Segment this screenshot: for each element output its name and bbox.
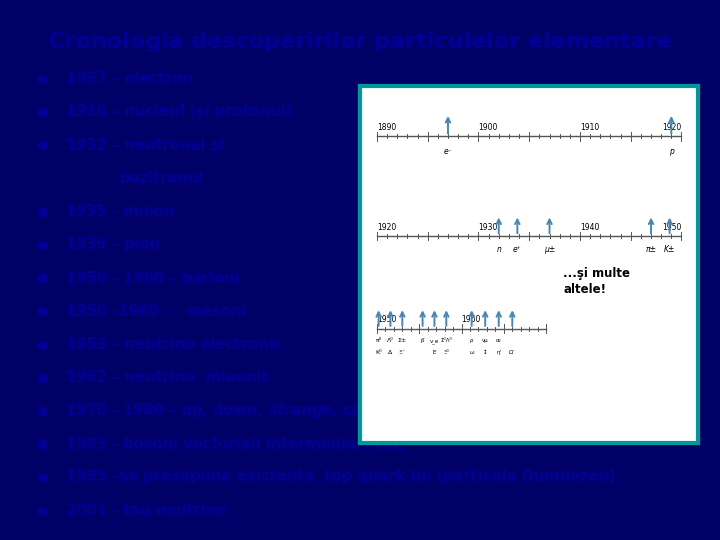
Text: 1930: 1930	[478, 223, 498, 232]
Text: π⁰: π⁰	[376, 338, 382, 343]
Text: ω: ω	[469, 350, 474, 355]
Text: ...şi multe
altele!: ...şi multe altele!	[563, 267, 630, 296]
Text: 1897 – electron: 1897 – electron	[66, 71, 192, 86]
Text: n: n	[496, 245, 501, 254]
Text: ρ: ρ	[470, 338, 474, 343]
Text: 1890: 1890	[377, 123, 396, 132]
Text: η': η'	[496, 350, 501, 355]
Text: 1995 –se presupune existența  top quark-lui (particula Dumnezeu): 1995 –se presupune existența top quark-l…	[66, 469, 615, 485]
Text: Δ: Δ	[388, 350, 392, 355]
Text: Σ⁰Λ⁰: Σ⁰Λ⁰	[441, 338, 452, 343]
Text: Λ⁰: Λ⁰	[387, 338, 394, 343]
Text: Cronologia descoperirilor particulelor elementare: Cronologia descoperirilor particulelor e…	[48, 32, 672, 52]
Text: μ±: μ±	[544, 245, 555, 254]
Text: π±: π±	[646, 245, 657, 254]
Text: e⁻: e⁻	[444, 147, 452, 156]
Text: 1932 – neutronul şi: 1932 – neutronul şi	[66, 138, 224, 153]
Text: 1910 – nucleul (şi protonul): 1910 – nucleul (şi protonul)	[66, 104, 292, 119]
Text: 1970 - 1980 – up, down, strange, charm,  bottom quark;  tau lepton: 1970 - 1980 – up, down, strange, charm, …	[66, 403, 624, 418]
Text: Ω⁻: Ω⁻	[509, 350, 516, 355]
Text: 1950 -1960 –   mesoni: 1950 -1960 – mesoni	[66, 304, 246, 319]
Text: K±: K±	[664, 245, 675, 254]
Text: ↕: ↕	[483, 350, 487, 355]
Text: pozitronul: pozitronul	[120, 171, 204, 186]
Text: p̅: p̅	[421, 338, 424, 343]
Text: 1950 - 1960 – barioni: 1950 - 1960 – barioni	[66, 271, 239, 286]
Text: 1950: 1950	[662, 223, 681, 232]
Text: Ξ⁰: Ξ⁰	[444, 350, 449, 355]
Text: νμ: νμ	[482, 338, 489, 343]
Text: 2001 - tau neutrino: 2001 - tau neutrino	[66, 503, 226, 518]
Text: 1910: 1910	[580, 123, 599, 132]
Text: 1920: 1920	[662, 123, 681, 132]
Text: 1900: 1900	[478, 123, 498, 132]
Text: 1939 – pion: 1939 – pion	[66, 238, 160, 252]
Text: 1935 - miuon: 1935 - miuon	[66, 204, 174, 219]
Text: 1962 – neutrino  miuonic: 1962 – neutrino miuonic	[66, 370, 269, 385]
Text: e⁺: e⁺	[513, 245, 522, 254]
Text: 1950: 1950	[377, 315, 396, 325]
Text: α₂: α₂	[496, 338, 502, 343]
Text: 1983 - bosoni vectoriali intermediari W,Z: 1983 - bosoni vectoriali intermediari W,…	[66, 437, 404, 451]
Text: K⁰: K⁰	[375, 350, 382, 355]
Text: 1960: 1960	[462, 315, 481, 325]
Text: 1920: 1920	[377, 223, 396, 232]
Text: ν_e: ν_e	[430, 339, 439, 344]
Text: Ξ⁻: Ξ⁻	[399, 350, 406, 355]
Text: 1940: 1940	[580, 223, 599, 232]
Text: 1959 – neutrino electronic: 1959 – neutrino electronic	[66, 337, 282, 352]
Text: p: p	[669, 147, 674, 156]
Text: E̅: E̅	[433, 350, 436, 355]
Text: Σ±: Σ±	[397, 338, 407, 343]
